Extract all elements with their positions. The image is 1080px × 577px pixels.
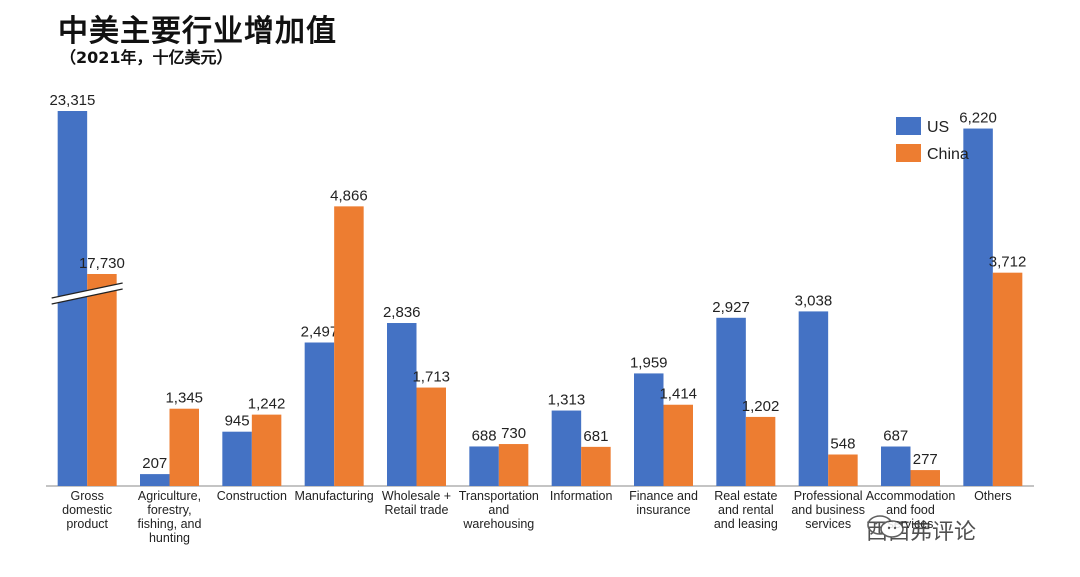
value-label-china-3: 4,866 bbox=[330, 187, 368, 204]
bar-us-8 bbox=[716, 317, 746, 486]
bar-china-6 bbox=[581, 446, 611, 486]
bar-us-4 bbox=[387, 323, 417, 486]
legend-label-china: China bbox=[927, 146, 969, 163]
category-label-1: forestry, bbox=[147, 503, 191, 517]
category-label-1: hunting bbox=[149, 531, 190, 545]
axis-break-line-top bbox=[51, 282, 123, 299]
value-label-us-5: 688 bbox=[472, 427, 497, 444]
value-label-china-10: 277 bbox=[913, 451, 938, 468]
value-label-china-0: 17,730 bbox=[79, 255, 125, 272]
axis-break-gap bbox=[51, 283, 123, 304]
category-label-5: and bbox=[488, 503, 509, 517]
bar-us-9 bbox=[798, 311, 829, 486]
axis-break-line-bottom bbox=[51, 288, 123, 305]
bar-china-7 bbox=[663, 404, 693, 486]
legend-label-us: US bbox=[927, 119, 949, 136]
category-label-0: product bbox=[66, 517, 108, 531]
value-label-us-3: 2,497 bbox=[301, 324, 339, 341]
category-label-2: Construction bbox=[217, 489, 287, 503]
bar-china-1 bbox=[169, 408, 199, 486]
value-label-us-6: 1,313 bbox=[548, 392, 586, 409]
value-label-china-9: 548 bbox=[830, 436, 855, 453]
bar-us-10 bbox=[881, 446, 911, 486]
value-label-china-1: 1,345 bbox=[165, 390, 203, 407]
category-label-9: services bbox=[805, 517, 851, 531]
bar-china-8 bbox=[745, 416, 776, 486]
bar-china-10 bbox=[910, 470, 940, 486]
bar-us-5 bbox=[469, 446, 499, 486]
wechat-icon bbox=[867, 515, 904, 538]
bar-china-5 bbox=[498, 444, 529, 486]
category-label-7: insurance bbox=[636, 503, 690, 517]
value-label-us-2: 945 bbox=[225, 413, 250, 430]
legend-swatch-china bbox=[896, 144, 921, 162]
category-label-7: Finance and bbox=[629, 489, 698, 503]
category-label-0: domestic bbox=[62, 503, 112, 517]
category-label-10: Accommodation bbox=[866, 489, 956, 503]
value-label-china-7: 1,414 bbox=[659, 386, 697, 403]
value-label-us-8: 2,927 bbox=[712, 299, 750, 316]
legend-swatch-us bbox=[896, 117, 921, 135]
value-label-china-8: 1,202 bbox=[742, 398, 780, 415]
category-label-8: and leasing bbox=[714, 517, 778, 531]
value-label-us-11: 6,220 bbox=[959, 110, 997, 127]
category-label-9: and business bbox=[791, 503, 865, 517]
bar-china-3 bbox=[334, 206, 364, 487]
category-label-5: warehousing bbox=[462, 517, 534, 531]
value-label-china-4: 1,713 bbox=[412, 369, 450, 386]
value-label-us-9: 3,038 bbox=[795, 292, 833, 309]
value-label-us-4: 2,836 bbox=[383, 304, 421, 321]
bar-china-11 bbox=[992, 272, 1023, 486]
value-label-us-7: 1,959 bbox=[630, 354, 668, 371]
category-label-1: fishing, and bbox=[138, 517, 202, 531]
bar-us-11 bbox=[963, 128, 993, 487]
value-label-china-2: 1,242 bbox=[248, 396, 286, 413]
chart-title: 中美主要行业增加值 bbox=[58, 14, 337, 49]
bar-us-1 bbox=[140, 474, 170, 486]
value-label-us-1: 207 bbox=[142, 455, 167, 472]
bar-us-3 bbox=[304, 342, 335, 486]
category-label-8: and rental bbox=[718, 503, 774, 517]
category-label-0: Gross bbox=[70, 489, 103, 503]
value-label-china-6: 681 bbox=[583, 428, 608, 445]
value-label-china-5: 730 bbox=[501, 425, 526, 442]
bar-us-7 bbox=[634, 373, 664, 486]
category-label-8: Real estate bbox=[714, 489, 777, 503]
category-label-10: and food bbox=[886, 503, 935, 517]
category-label-5: Transportation bbox=[459, 489, 539, 503]
category-label-9: Professional bbox=[794, 489, 863, 503]
chart-subtitle: （2021年，十亿美元） bbox=[60, 48, 233, 67]
category-label-11: Others bbox=[974, 489, 1012, 503]
category-label-4: Wholesale + bbox=[382, 489, 451, 503]
bar-china-0 bbox=[87, 274, 117, 486]
bar-china-2 bbox=[251, 414, 282, 486]
bar-china-9 bbox=[828, 454, 858, 486]
bar-us-2 bbox=[222, 431, 252, 486]
value-label-us-0: 23,315 bbox=[49, 92, 95, 109]
category-label-3: Manufacturing bbox=[295, 489, 374, 503]
bar-us-6 bbox=[551, 410, 582, 486]
watermark: 西西弗评论 bbox=[866, 514, 976, 546]
category-label-1: Agriculture, bbox=[138, 489, 201, 503]
category-label-6: Information bbox=[550, 489, 613, 503]
value-label-china-11: 3,712 bbox=[989, 254, 1027, 271]
bar-china-4 bbox=[416, 387, 446, 486]
value-label-us-10: 687 bbox=[883, 428, 908, 445]
category-label-4: Retail trade bbox=[385, 503, 449, 517]
